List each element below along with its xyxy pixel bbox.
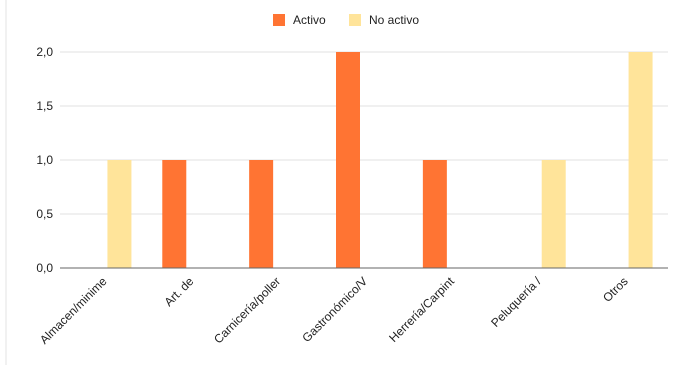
legend: Activo No activo xyxy=(273,13,419,27)
bar-activo xyxy=(336,52,360,268)
bar-no-activo xyxy=(628,52,653,268)
bars xyxy=(107,52,653,268)
y-tick-labels: 0,0 0,5 1,0 1,5 2,0 xyxy=(36,45,53,275)
legend-swatch xyxy=(273,14,285,26)
bar-activo xyxy=(249,160,274,268)
legend-swatch xyxy=(349,14,361,26)
x-tick-label: Almacen/minime xyxy=(37,274,110,347)
bar-activo xyxy=(422,160,447,268)
legend-label: Activo xyxy=(293,13,326,27)
x-tick-label: Art. de xyxy=(162,274,197,309)
y-tick-label: 2,0 xyxy=(36,45,53,59)
bar-no-activo xyxy=(107,160,132,268)
x-tick-label: Otros xyxy=(600,274,631,305)
x-tick-label: Carnicería/poller xyxy=(211,274,283,346)
bar-activo xyxy=(162,160,187,268)
x-tick-label: Peluquería / xyxy=(488,274,544,330)
x-tick-label: Gastronómico/V xyxy=(299,274,370,345)
y-tick-label: 1,5 xyxy=(36,99,53,113)
y-tick-label: 0,5 xyxy=(36,207,53,221)
gridlines xyxy=(60,51,668,215)
y-tick-label: 0,0 xyxy=(36,261,53,275)
x-tick-labels: Almacen/minime Art. de Carnicería/poller Ga… xyxy=(37,274,631,347)
x-tick-label: Herrería/Carpint xyxy=(386,274,457,345)
y-tick-label: 1,0 xyxy=(36,153,53,167)
legend-label: No activo xyxy=(369,13,419,27)
bar-no-activo xyxy=(541,160,566,268)
